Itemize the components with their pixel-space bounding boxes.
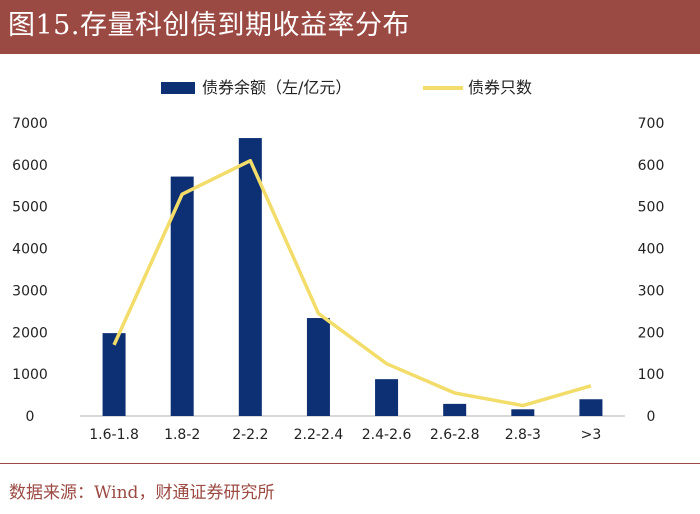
x-tick-label: 2.2-2.4: [294, 427, 344, 443]
title-bar: 图15.存量科创债到期收益率分布: [0, 0, 700, 52]
footer-divider: [0, 463, 700, 464]
x-tick-label: 2.8-3: [505, 427, 541, 443]
y-right-tick-label: 600: [638, 158, 665, 174]
line-series-bond-count: [112, 158, 592, 408]
bar: [511, 409, 535, 416]
bar: [443, 403, 467, 416]
y-right-tick-label: 400: [638, 242, 665, 258]
y-left-tick-label: 1000: [12, 367, 48, 383]
title-underline: [0, 52, 700, 54]
y-left-tick-label: 3000: [12, 283, 48, 299]
legend-label-bar: 债券余额（左/亿元）: [202, 78, 351, 97]
y-left-tick-label: 7000: [12, 116, 48, 132]
legend-swatch-bar: [161, 82, 195, 94]
bar: [375, 379, 399, 416]
plot-area: 0 1000 2000 3000 4000 5000 6000 7000 0 100 200 300 4…: [12, 116, 664, 443]
y-right-tick-label: 700: [638, 116, 665, 132]
source-note: 数据来源：Wind，财通证券研究所: [9, 483, 275, 503]
y-left-tick-label: 5000: [12, 200, 48, 216]
x-tick-label: 1.6-1.8: [89, 427, 139, 443]
bar: [579, 399, 603, 416]
y-left-tick-label: 2000: [12, 325, 48, 341]
y-right-tick-label: 200: [638, 325, 665, 341]
x-tick-label: 2.4-2.6: [362, 427, 412, 443]
bar: [238, 138, 262, 416]
x-tick-label: 2-2.2: [232, 427, 268, 443]
y-right-tick-label: 0: [647, 409, 656, 425]
bar: [102, 333, 126, 416]
chart-title: 图15.存量科创债到期收益率分布: [8, 10, 410, 41]
y-right-tick-label: 300: [638, 283, 665, 299]
x-tick-label: 1.8-2: [164, 427, 200, 443]
y-right-tick-label: 500: [638, 200, 665, 216]
y-left-tick-label: 6000: [12, 158, 48, 174]
legend-label-line: 债券只数: [468, 78, 532, 97]
y-right-tick-label: 100: [638, 367, 665, 383]
y-left-tick-label: 4000: [12, 242, 48, 258]
bar: [170, 176, 194, 416]
chart-area: 债券余额（左/亿元） 债券只数 010002000300040005000600…: [12, 78, 664, 443]
bar: [306, 318, 330, 416]
x-tick-label: >3: [581, 427, 602, 443]
y-left-tick-label: 0: [26, 409, 35, 425]
x-tick-label: 2.6-2.8: [430, 427, 480, 443]
legend: 债券余额（左/亿元） 债券只数: [161, 78, 532, 97]
